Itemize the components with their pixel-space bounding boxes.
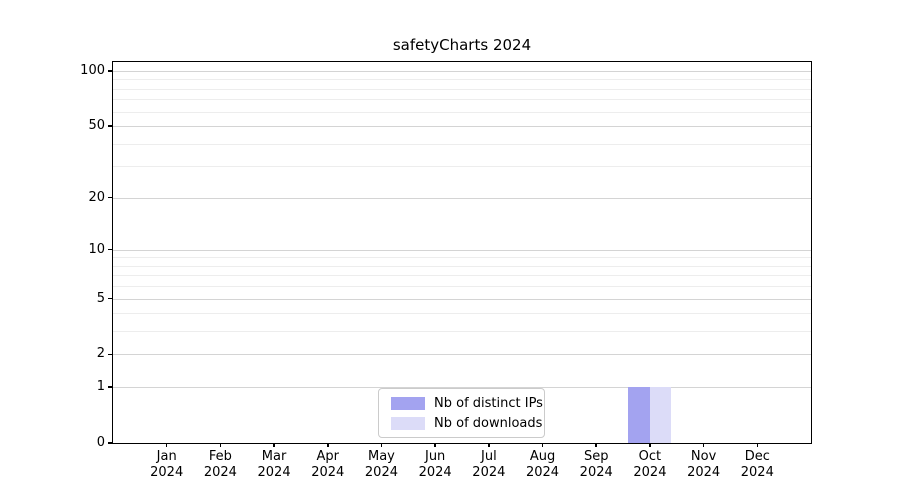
x-tick-year: 2024 <box>203 465 237 480</box>
legend-label: Nb of downloads <box>434 415 543 431</box>
x-tick-label: Nov 2024 <box>664 449 744 481</box>
y-tick-label: 10 <box>88 241 105 257</box>
y-tick-label: 50 <box>88 118 105 134</box>
y-minor-gridline <box>113 265 811 267</box>
x-tick-label: Jul 2024 <box>449 449 529 481</box>
x-axis-tick <box>219 443 222 447</box>
x-tick-label: Aug 2024 <box>503 449 583 481</box>
y-minor-gridline <box>113 88 811 90</box>
y-major-gridline <box>113 71 811 73</box>
y-axis-tick <box>108 353 112 356</box>
x-axis-tick <box>541 443 544 447</box>
x-tick-year: 2024 <box>633 465 667 480</box>
y-major-gridline <box>113 354 811 356</box>
x-tick-month: Jan <box>156 449 177 464</box>
x-axis-tick <box>165 443 168 447</box>
x-tick-label: Mar 2024 <box>234 449 314 481</box>
y-major-gridline <box>113 197 811 199</box>
legend-swatch <box>391 396 425 410</box>
y-minor-gridline <box>113 313 811 315</box>
x-tick-year: 2024 <box>687 465 721 480</box>
plot-area <box>113 62 811 443</box>
bar-nb-of-downloads-oct <box>649 387 672 443</box>
x-axis-tick <box>434 443 436 447</box>
y-minor-gridline <box>113 111 811 113</box>
y-major-gridline <box>113 387 811 389</box>
x-axis-tick <box>488 443 490 447</box>
x-tick-year: 2024 <box>150 465 184 480</box>
x-axis-tick <box>273 443 275 447</box>
x-axis-tick <box>327 443 329 447</box>
x-tick-label: Sep 2024 <box>556 449 636 481</box>
x-tick-label: May 2024 <box>341 449 421 481</box>
x-tick-label: Jan 2024 <box>127 449 207 481</box>
x-tick-month: Aug <box>529 449 556 464</box>
x-tick-month: Feb <box>208 449 232 464</box>
y-tick-label: 5 <box>96 290 105 306</box>
x-axis-tick <box>380 443 383 447</box>
legend-swatch <box>391 416 425 430</box>
y-minor-gridline <box>113 286 811 288</box>
y-major-gridline <box>113 126 811 128</box>
bar-nb-of-distinct-ips-oct <box>628 387 650 443</box>
x-tick-label: Feb 2024 <box>180 449 260 481</box>
x-tick-year: 2024 <box>472 465 506 480</box>
x-tick-label: Apr 2024 <box>288 449 368 481</box>
x-tick-month: Apr <box>316 449 340 464</box>
y-major-gridline <box>113 298 811 300</box>
x-tick-label: Dec 2024 <box>717 449 797 481</box>
x-tick-year: 2024 <box>579 465 613 480</box>
legend-item: Nb of downloads <box>391 414 542 432</box>
y-axis-tick <box>108 386 112 388</box>
x-tick-label: Oct 2024 <box>610 449 690 481</box>
x-tick-month: Dec <box>744 449 770 464</box>
y-minor-gridline <box>113 166 811 168</box>
y-axis-tick <box>108 248 112 251</box>
x-tick-month: Jul <box>481 449 497 464</box>
y-tick-label: 2 <box>96 346 105 362</box>
x-tick-month: Jun <box>424 449 446 464</box>
y-minor-gridline <box>113 99 811 101</box>
x-tick-year: 2024 <box>257 465 291 480</box>
x-tick-month: May <box>368 449 395 464</box>
y-axis-tick <box>108 70 112 72</box>
x-tick-year: 2024 <box>525 465 560 480</box>
x-tick-year: 2024 <box>364 465 398 480</box>
x-tick-month: Sep <box>583 449 609 464</box>
y-tick-label: 100 <box>80 63 105 79</box>
y-minor-gridline <box>113 143 811 145</box>
legend-item: Nb of distinct IPs <box>391 394 543 412</box>
chart-title: safetyCharts 2024 <box>392 36 532 54</box>
legend: Nb of distinct IPs Nb of downloads <box>378 388 545 438</box>
y-minor-gridline <box>113 79 811 81</box>
x-tick-label: Jun 2024 <box>395 449 475 481</box>
y-tick-label: 20 <box>88 189 105 205</box>
x-axis-tick <box>756 443 759 447</box>
x-tick-month: Nov <box>690 449 717 464</box>
y-axis-tick <box>108 297 112 300</box>
x-tick-month: Oct <box>638 449 662 464</box>
y-axis-tick <box>108 196 112 199</box>
y-tick-label: 0 <box>96 435 105 450</box>
x-tick-year: 2024 <box>311 465 345 480</box>
y-minor-gridline <box>113 275 811 277</box>
y-minor-gridline <box>113 257 811 259</box>
x-axis-tick <box>702 443 705 447</box>
x-tick-year: 2024 <box>740 465 774 480</box>
legend-label: Nb of distinct IPs <box>434 395 543 411</box>
y-major-gridline <box>113 249 811 251</box>
x-tick-year: 2024 <box>418 465 452 480</box>
x-axis-tick <box>595 443 597 447</box>
x-tick-month: Mar <box>261 449 287 464</box>
y-minor-gridline <box>113 331 811 333</box>
y-tick-label: 1 <box>96 379 105 395</box>
x-axis-tick <box>649 443 651 447</box>
y-axis-tick <box>108 442 112 444</box>
y-axis-tick <box>108 125 112 127</box>
